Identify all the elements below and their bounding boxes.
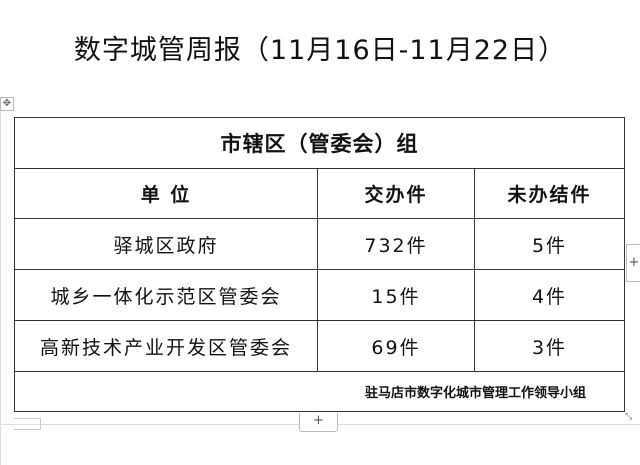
header-unfinished[interactable]: 未办结件 xyxy=(473,168,626,219)
page-margin-line xyxy=(0,110,1,465)
assigned-cell[interactable]: 15件 xyxy=(317,269,475,321)
table-row: 城乡一体化示范区管委会 15件 4件 xyxy=(14,269,626,321)
row-marker xyxy=(14,418,41,430)
unit-cell[interactable]: 驿城区政府 xyxy=(14,218,318,270)
unit-cell[interactable]: 高新技术产业开发区管委会 xyxy=(14,320,318,372)
table-row: 驿城区政府 732件 5件 xyxy=(14,218,626,270)
table-move-handle-icon[interactable]: ✥ xyxy=(0,97,14,111)
unit-cell[interactable]: 城乡一体化示范区管委会 xyxy=(14,269,318,321)
group-title-row: 市辖区（管委会）组 xyxy=(13,117,626,169)
header-unit[interactable]: 单 位 xyxy=(14,168,318,219)
footer-signature[interactable]: 驻马店市数字化城市管理工作领导小组 xyxy=(13,371,626,412)
add-row-button[interactable]: + xyxy=(299,413,338,432)
assigned-cell[interactable]: 732件 xyxy=(317,218,475,270)
header-assigned[interactable]: 交办件 xyxy=(317,168,475,219)
group-title[interactable]: 市辖区（管委会）组 xyxy=(13,117,626,169)
footer-row: 驻马店市数字化城市管理工作领导小组 xyxy=(13,371,626,412)
header-row: 单 位 交办件 未办结件 xyxy=(14,168,626,219)
report-table: 市辖区（管委会）组 单 位 交办件 未办结件 驿城区政府 732件 5件 城乡一… xyxy=(13,117,626,412)
table-resize-icon[interactable]: ⤡ xyxy=(625,412,633,422)
assigned-cell[interactable]: 69件 xyxy=(317,320,475,372)
add-column-button[interactable]: + xyxy=(626,244,640,282)
unfinished-cell[interactable]: 4件 xyxy=(473,269,626,321)
table-row: 高新技术产业开发区管委会 69件 3件 xyxy=(14,320,626,372)
unfinished-cell[interactable]: 3件 xyxy=(473,320,626,372)
document-title: 数字城管周报（11月16日-11月22日） xyxy=(73,35,567,66)
unfinished-cell[interactable]: 5件 xyxy=(473,218,626,270)
